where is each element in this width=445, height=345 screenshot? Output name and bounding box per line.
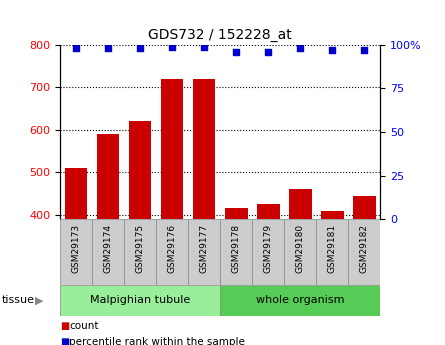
Bar <box>65 168 87 219</box>
Text: GSM29173: GSM29173 <box>72 224 81 274</box>
Point <box>361 47 368 53</box>
Title: GDS732 / 152228_at: GDS732 / 152228_at <box>148 28 292 42</box>
Point <box>297 46 304 51</box>
Point <box>201 44 208 49</box>
Text: ▶: ▶ <box>35 295 44 305</box>
Bar <box>220 285 380 316</box>
Text: whole organism: whole organism <box>256 295 344 305</box>
Bar <box>220 219 252 285</box>
Bar <box>289 189 312 219</box>
Bar <box>60 285 220 316</box>
Bar <box>188 219 220 285</box>
Text: percentile rank within the sample: percentile rank within the sample <box>69 337 245 345</box>
Bar <box>60 219 92 285</box>
Text: count: count <box>69 321 98 331</box>
Text: tissue: tissue <box>2 295 35 305</box>
Bar <box>129 121 151 219</box>
Text: GSM29181: GSM29181 <box>328 224 337 274</box>
Bar <box>92 219 124 285</box>
Text: GSM29182: GSM29182 <box>360 224 369 273</box>
Bar <box>252 219 284 285</box>
Bar <box>348 219 380 285</box>
Text: GSM29177: GSM29177 <box>200 224 209 274</box>
Bar <box>284 219 316 285</box>
Point <box>233 49 240 55</box>
Text: GSM29179: GSM29179 <box>264 224 273 274</box>
Point <box>169 44 176 49</box>
Point <box>73 46 80 51</box>
Bar <box>353 196 376 219</box>
Point <box>137 46 144 51</box>
Text: GSM29174: GSM29174 <box>104 224 113 273</box>
Text: ■: ■ <box>60 321 69 331</box>
Bar <box>316 219 348 285</box>
Text: GSM29180: GSM29180 <box>296 224 305 274</box>
Text: Malpighian tubule: Malpighian tubule <box>90 295 190 305</box>
Text: GSM29175: GSM29175 <box>136 224 145 274</box>
Text: GSM29176: GSM29176 <box>168 224 177 274</box>
Bar <box>257 204 279 219</box>
Bar <box>193 79 215 219</box>
Bar <box>156 219 188 285</box>
Bar <box>124 219 156 285</box>
Bar <box>321 210 344 219</box>
Point <box>329 47 336 53</box>
Bar <box>161 79 183 219</box>
Text: GSM29178: GSM29178 <box>232 224 241 274</box>
Text: ■: ■ <box>60 337 69 345</box>
Bar <box>225 208 247 219</box>
Point <box>265 49 272 55</box>
Point <box>105 46 112 51</box>
Bar <box>97 134 119 219</box>
